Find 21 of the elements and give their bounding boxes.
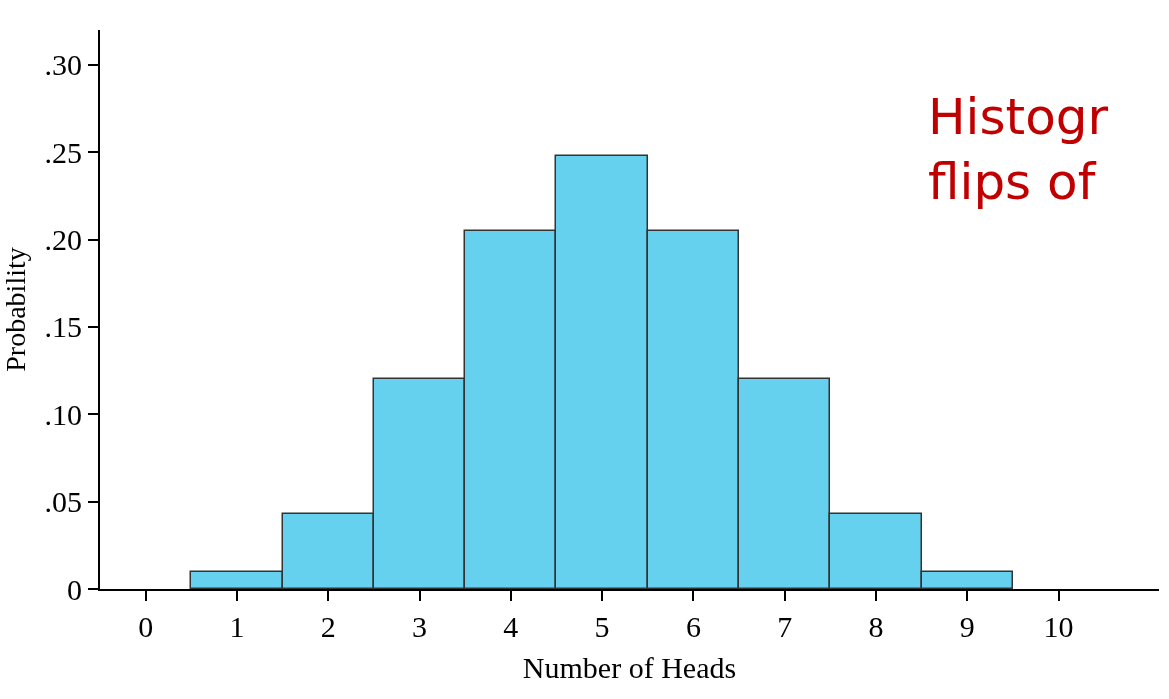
x-tick-label: 6: [685, 610, 701, 643]
y-tick-label: .15: [44, 310, 82, 344]
y-tick-label: .05: [44, 485, 82, 519]
y-tick-label: 0: [67, 572, 82, 606]
x-tick-label: 0: [138, 610, 154, 643]
y-tick-label: .30: [44, 48, 82, 82]
annotation: Histogr flips of: [928, 88, 1109, 211]
x-tick-label: 8: [868, 610, 884, 643]
x-tick-label: 3: [412, 610, 428, 643]
x-axis-title: Number of Heads: [522, 651, 737, 684]
x-tick-label: 9: [959, 610, 975, 643]
x-tick-label: 2: [320, 610, 336, 643]
y-axis-title: Probability: [0, 247, 31, 372]
x-tick-label: 1: [229, 610, 245, 643]
y-tick-label: .10: [44, 397, 82, 431]
x-tick-label: 4: [503, 610, 519, 643]
x-tick-label: 7: [777, 610, 793, 643]
x-tick-label: 10: [1043, 610, 1074, 643]
x-tick-label: 5: [594, 610, 610, 643]
y-tick-label: .25: [44, 135, 82, 169]
y-tick-label: .20: [44, 223, 82, 257]
